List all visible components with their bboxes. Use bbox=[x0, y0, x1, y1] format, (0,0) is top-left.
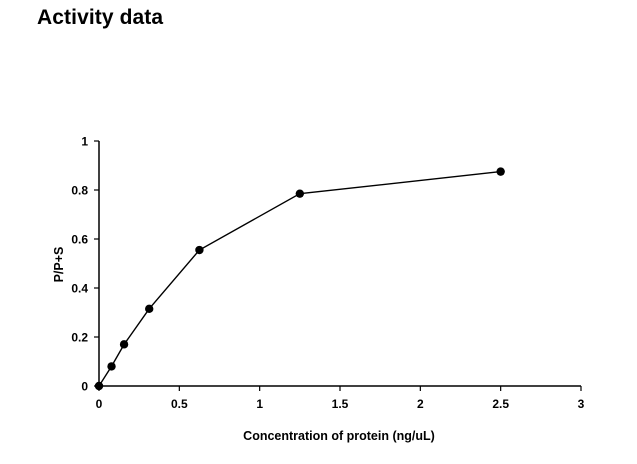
x-tick-label: 0.5 bbox=[171, 397, 188, 411]
x-tick-label: 2.5 bbox=[492, 397, 509, 411]
y-tick-label: 0.8 bbox=[71, 184, 88, 198]
chart-axes bbox=[98, 141, 581, 387]
x-tick-label: 2 bbox=[417, 397, 424, 411]
data-point bbox=[295, 189, 305, 198]
data-point bbox=[119, 340, 129, 349]
y-tick-label: 0 bbox=[81, 380, 88, 394]
y-axis-title: P/P+S bbox=[52, 247, 66, 283]
y-tick-label: 1 bbox=[81, 135, 88, 149]
data-point bbox=[195, 245, 204, 255]
plot-area bbox=[94, 167, 505, 391]
y-tick-label: 0.2 bbox=[71, 331, 88, 345]
x-axis-title: Concentration of protein (ng/uL) bbox=[243, 429, 435, 443]
data-point bbox=[145, 304, 154, 314]
data-point bbox=[496, 167, 505, 176]
x-tick-label: 1 bbox=[256, 397, 263, 411]
data-point bbox=[94, 381, 104, 391]
series-line bbox=[98, 170, 501, 387]
y-axis-ticks: 0 0.2 0.4 0.6 0.8 1 bbox=[71, 135, 99, 394]
x-tick-label: 0 bbox=[96, 397, 103, 411]
y-tick-label: 0.6 bbox=[71, 233, 88, 247]
x-tick-label: 1.5 bbox=[332, 397, 349, 411]
x-tick-label: 3 bbox=[578, 397, 585, 411]
page-title: Activity data bbox=[37, 6, 164, 29]
y-tick-label: 0.4 bbox=[71, 282, 88, 296]
x-axis-ticks: 0 0.5 1 1.5 2 2.5 3 bbox=[96, 386, 585, 411]
data-point bbox=[107, 362, 116, 371]
